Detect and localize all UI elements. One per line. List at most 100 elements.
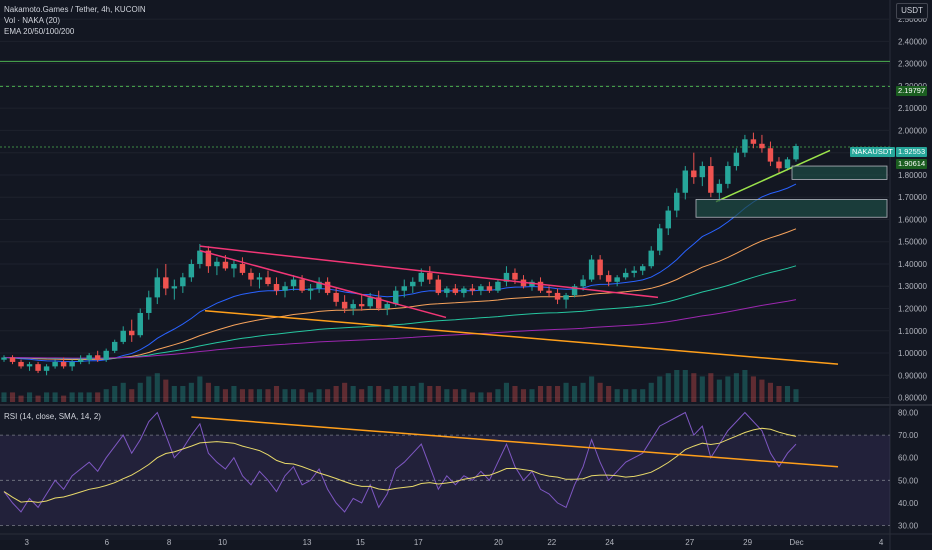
price-scale-label: 1.30000	[898, 282, 927, 291]
volume-bar	[154, 373, 160, 402]
candle-body	[324, 281, 331, 293]
candle-body	[188, 263, 195, 278]
candle-body	[214, 261, 220, 267]
candle-body	[316, 281, 322, 289]
time-scale-label: 24	[605, 538, 614, 547]
candle-body	[9, 357, 16, 362]
volume-bar	[444, 389, 450, 402]
candle-body	[648, 250, 654, 267]
time-scale-label: 20	[494, 538, 503, 547]
volume-bar	[606, 386, 612, 402]
volume-bar	[784, 386, 791, 402]
time-scale-label: 22	[547, 538, 556, 547]
rsi-scale-label: 70.00	[898, 431, 919, 440]
candle-body	[222, 261, 229, 269]
price-scale-label: 1.60000	[898, 215, 927, 224]
candle-body	[682, 170, 689, 193]
time-scale-label: 3	[24, 538, 29, 547]
volume-bar	[239, 389, 246, 402]
price-scale-label: 1.10000	[898, 327, 927, 336]
candle-body	[341, 301, 348, 309]
candle-body	[580, 279, 586, 287]
candle-body	[452, 288, 459, 293]
candle-body	[120, 330, 126, 342]
candle-body	[495, 281, 501, 291]
candle-body	[725, 166, 731, 184]
volume-bar	[308, 392, 314, 402]
volume-bar	[265, 389, 271, 402]
rsi-scale-label: 80.00	[898, 409, 919, 418]
volume-bar	[376, 386, 382, 402]
volume-bar	[520, 389, 527, 402]
time-scale-label: 15	[356, 538, 365, 547]
volume-bar	[512, 386, 518, 402]
volume-bar	[222, 389, 228, 402]
volume-bar	[597, 382, 603, 402]
volume-bar	[44, 392, 50, 402]
rsi-scale-label: 50.00	[898, 476, 919, 485]
volume-bar	[699, 376, 705, 402]
volume-bar	[1, 392, 7, 402]
time-scale-label: 13	[303, 538, 312, 547]
candle-body	[239, 263, 246, 273]
volume-bar	[486, 392, 492, 402]
volume-bar	[188, 382, 194, 402]
candle-body	[469, 288, 476, 291]
volume-bar	[461, 389, 467, 402]
volume-bar	[256, 389, 263, 402]
volume-bar	[52, 392, 58, 402]
volume-bar	[350, 386, 356, 402]
candle-body	[554, 292, 561, 300]
time-scale-label: 6	[105, 538, 110, 547]
candle-body	[716, 183, 723, 193]
volume-bar	[78, 392, 84, 402]
candle-body	[750, 139, 757, 144]
volume-bar	[665, 373, 671, 402]
time-scale-label: Dec	[789, 538, 803, 547]
volume-bar	[214, 386, 220, 402]
currency-button[interactable]: USDT	[896, 3, 928, 19]
rsi-scale-label: 40.00	[898, 499, 919, 508]
volume-bar	[733, 373, 739, 402]
candle-body	[784, 159, 791, 169]
candle-body	[197, 250, 203, 264]
candle-body	[129, 330, 135, 336]
candle-body	[418, 272, 425, 282]
volume-bar	[171, 386, 177, 402]
volume-bar	[503, 382, 510, 402]
price-scale-label: 2.10000	[898, 104, 927, 113]
time-scale-label: 10	[218, 538, 227, 547]
candle-body	[256, 277, 263, 280]
chart-legend: Nakamoto.Games / Tether, 4h, KUCOIN Vol …	[4, 4, 146, 37]
volume-bar	[129, 389, 135, 402]
candle-body	[699, 166, 706, 178]
candle-body	[733, 152, 740, 167]
candle-body	[486, 286, 493, 291]
volume-bar	[325, 389, 331, 402]
volume-bar	[563, 382, 569, 402]
volume-bar	[205, 382, 211, 402]
volume-bar	[725, 376, 731, 402]
candle-body	[18, 361, 24, 367]
candle-body	[410, 281, 416, 287]
lime-trendline	[715, 149, 831, 203]
rsi-scale-label: 30.00	[898, 521, 919, 530]
time-scale-label: 8	[167, 538, 172, 547]
candle-body	[435, 279, 442, 293]
volume-bar	[393, 386, 399, 402]
volume-bar	[623, 389, 629, 402]
candle-body	[375, 297, 382, 309]
candle-body	[478, 286, 484, 291]
candle-body	[52, 361, 58, 367]
candle-body	[427, 272, 433, 280]
volume-bar	[180, 386, 186, 402]
volume-bar	[537, 386, 544, 402]
candle-body	[546, 290, 552, 293]
candle-body	[350, 304, 356, 309]
candle-body	[248, 272, 254, 280]
candle-body	[708, 166, 714, 193]
candle-body	[60, 361, 67, 367]
candle-body	[69, 361, 75, 367]
candle-body	[665, 210, 671, 229]
